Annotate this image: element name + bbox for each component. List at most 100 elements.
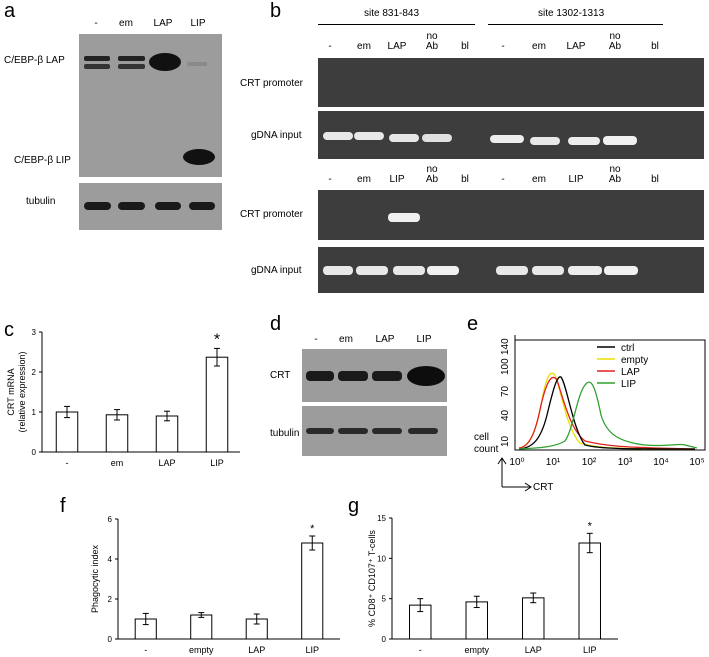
lane-label: LIP [389,174,405,185]
legend-label: LIP [621,379,636,390]
y-axis-label: cell count [474,432,498,456]
panel-d-label: d [270,313,282,335]
site-label: site 1302-1313 [538,8,605,19]
y-tick-label: 70 [500,385,511,397]
bar [301,542,324,640]
row-label: tubulin [26,196,56,207]
significance-star: * [214,331,220,348]
y-tick-label: 140 [500,338,511,355]
bar [155,415,179,453]
lane-label: bl [461,41,469,52]
y-label-line-2: count [474,444,499,455]
row-label: gDNA input [251,265,302,276]
chart-c: c 0 1 2 3 CRT mRNA (relative expression) - em LAP… [4,319,240,468]
y-tick-label: 5 [382,595,387,604]
site-divider [318,24,475,25]
panel-b-label: b [270,0,282,22]
lane-label: em [119,18,133,29]
x-tick-label: 10⁴ [653,457,668,468]
western-blot-a-tubulin [79,183,222,230]
lane-label: em [532,174,546,185]
y-axis-label-2: (relative expression) [17,351,27,432]
panel-e-label: e [467,313,479,335]
chart-g: g 0 5 10 15% CD8⁺ CD107⁺ T-cells - empty LAP LIP… [348,495,618,655]
lane-label: bl [461,174,469,185]
x-tick-label: 10⁰ [509,457,524,468]
category-label: - [144,645,147,655]
chart-f: f 0 2 4 6 Phagocytic index - empty LAP LIP * [60,495,340,655]
lane-label: no Ab [608,164,622,185]
significance-star: * [310,523,315,535]
legend-label: LAP [621,367,640,378]
lane-label: LIP [568,174,584,185]
row-label: tubulin [270,428,300,439]
western-blot-a-top [79,34,222,177]
panel-a-label: a [4,0,16,22]
row-label: gDNA input [251,130,302,141]
lane-label: bl [651,174,659,185]
significance-star: * [588,520,593,532]
y-tick-label: 2 [32,368,37,377]
x-tick-label: 10² [582,457,597,468]
western-blot-d-crt [302,349,447,402]
row-label: CRT promoter [240,209,303,220]
lane-label: em [339,334,353,345]
lane-label: - [501,41,505,52]
y-axis-label: CRT mRNA [6,368,16,415]
x-tick-label: 10³ [618,457,633,468]
category-label: em [111,458,124,468]
row-label: C/EBP-β LAP [4,55,65,66]
lane-label: LIP [190,18,206,29]
category-label: LIP [583,645,597,655]
site-label: site 831-843 [364,8,420,19]
lane-label: LAP [566,41,586,52]
panel-label: c [4,319,14,341]
x-tick-label: 10¹ [546,457,561,468]
category-label: empty [189,645,214,655]
lane-label: LAP [375,334,395,345]
lane-label: no Ab [425,31,439,52]
y-tick-label: 100 [500,358,511,375]
curve-lip [518,381,698,450]
lane-label: - [94,18,98,29]
panel-label: f [60,495,66,517]
y-axis-label: % CD8⁺ CD107⁺ T-cells [367,530,377,627]
axis-arrows [497,457,532,492]
category-label: LIP [210,458,224,468]
western-blot-d-tubulin [302,406,447,456]
legend-label: empty [621,355,648,366]
curve-empty [518,372,690,450]
y-tick-label: 1 [32,408,37,417]
lane-label: LAP [153,18,173,29]
x-axis-label: CRT [533,482,554,493]
category-label: LAP [525,645,542,655]
y-tick-label: 10 [500,435,511,447]
x-tick-label: 10⁵ [689,457,704,468]
category-label: LAP [248,645,265,655]
bar [578,542,601,640]
lane-label: em [532,41,546,52]
y-tick-label: 0 [382,635,387,644]
gel-gdna-input-1 [318,111,704,159]
category-label: LAP [158,458,175,468]
bar [205,356,229,453]
row-label: CRT [270,370,291,381]
lane-label: no Ab [425,164,439,185]
lane-label: LIP [416,334,432,345]
lane-label: - [328,41,332,52]
site-divider [488,24,663,25]
category-label: - [419,645,422,655]
y-tick-label: 40 [500,409,511,421]
category-label: empty [464,645,489,655]
gel-crt-promoter-2 [318,190,704,240]
lane-label: - [501,174,505,185]
category-label: LIP [305,645,319,655]
curve-ctrl [518,376,696,450]
flow-histogram-e: 140 100 70 40 10 10⁰ 10¹ 10² 10³ 10⁴ 10⁵ ctrlempt… [500,335,706,468]
lane-label: bl [651,41,659,52]
bar [522,597,545,640]
y-label-line-1: cell [474,432,490,443]
gel-crt-promoter-1 [318,58,704,107]
lane-label: LAP [387,41,407,52]
panel-label: g [348,495,359,517]
